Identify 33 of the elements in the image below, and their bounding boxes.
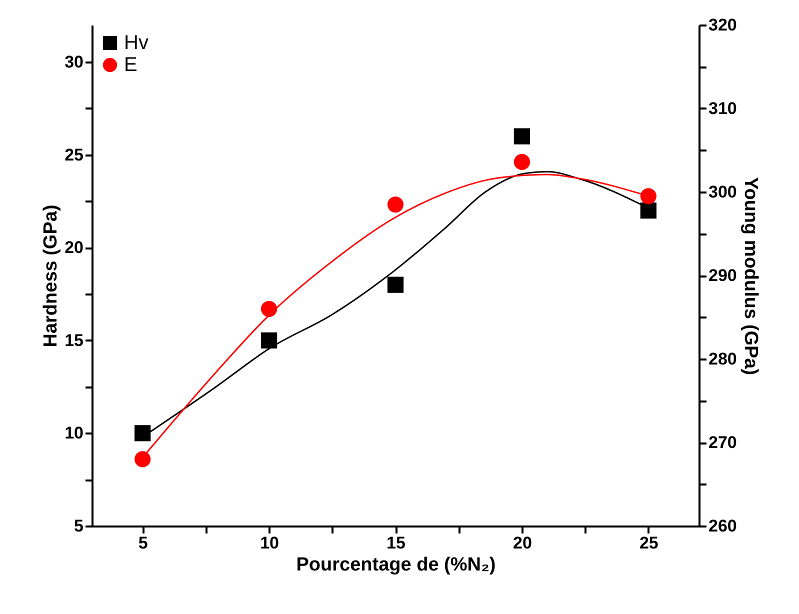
y2-tick-label: 260 (708, 516, 737, 536)
point (514, 154, 530, 170)
y-tick-label: 25 (64, 145, 84, 164)
y-tick-label: 5 (74, 516, 84, 536)
x-tick-label: 10 (260, 534, 280, 552)
x-tick-label: 25 (639, 534, 658, 552)
legend-label: Hv (124, 32, 148, 54)
x-tick-label: 5 (138, 534, 148, 552)
y2-tick-label: 320 (708, 16, 737, 34)
y2-tick-label: 280 (708, 350, 737, 368)
legend-label: E (124, 54, 138, 76)
x-tick-label: 15 (386, 534, 406, 552)
y-tick-label: 30 (64, 52, 84, 72)
point (640, 188, 656, 204)
point (260, 300, 278, 317)
y-axis-title: Hardness (GPa) (40, 204, 62, 348)
y-tick-label: 10 (64, 424, 84, 443)
point (134, 425, 151, 442)
point (640, 202, 656, 219)
y2-axis-title: Young modulus (GPa) (740, 176, 761, 376)
point (134, 451, 151, 468)
y-tick-label: 15 (64, 330, 84, 350)
point (387, 196, 404, 213)
point (387, 276, 404, 293)
y-tick-label: 20 (64, 238, 84, 258)
x-axis-title: Pourcentage de (%N₂) (296, 554, 496, 576)
point (514, 128, 530, 144)
x-tick-label: 20 (512, 534, 532, 552)
y2-tick-label: 270 (708, 433, 737, 452)
y2-tick-label: 290 (708, 266, 737, 285)
y2-tick-label: 310 (708, 99, 737, 118)
point (260, 332, 278, 349)
y2-tick-label: 300 (708, 182, 737, 202)
